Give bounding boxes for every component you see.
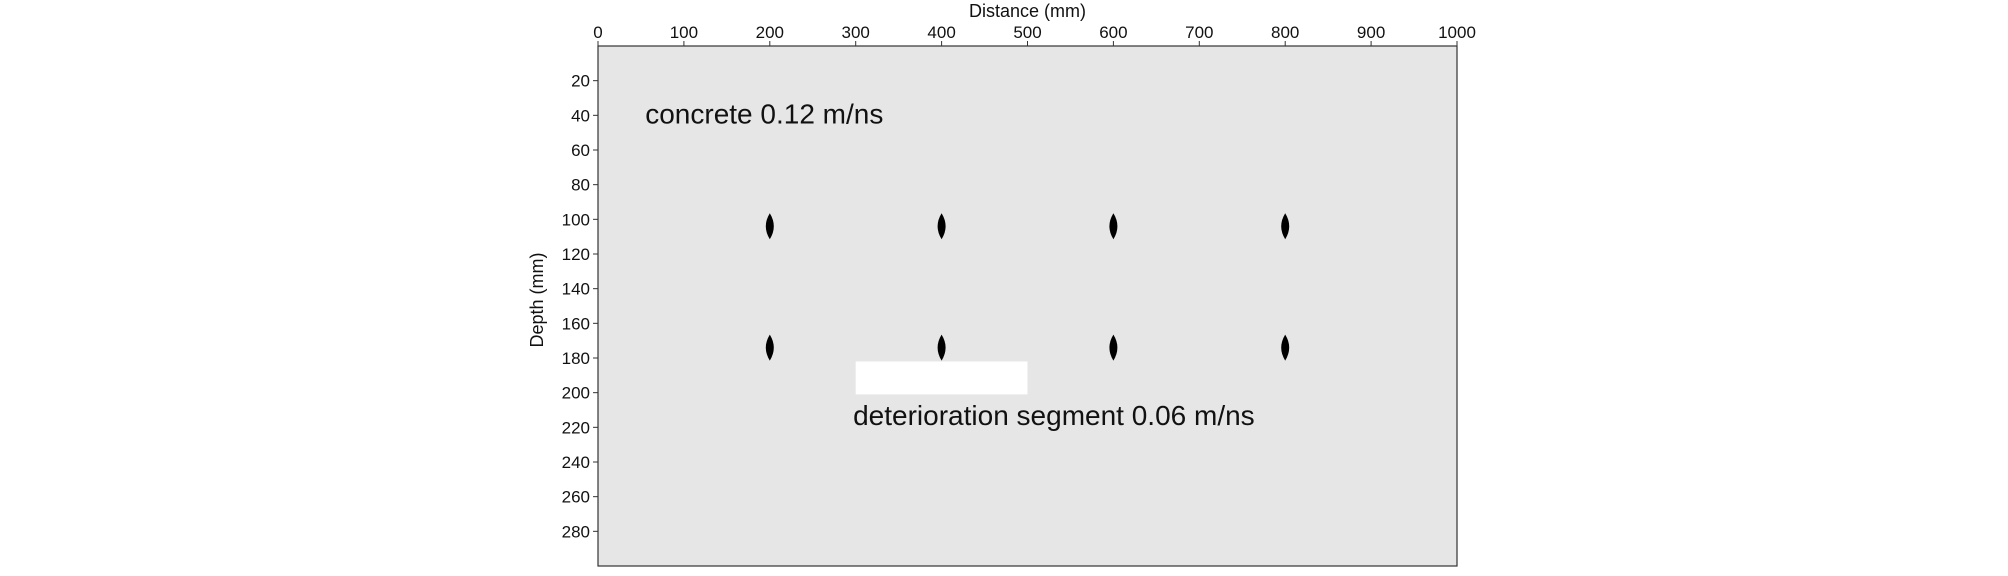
plot-area: [597, 45, 1458, 567]
annotation-label: concrete 0.12 m/ns: [645, 99, 883, 130]
data-point: [937, 213, 946, 240]
data-point: [1109, 213, 1118, 240]
y-tick-label: 40: [571, 106, 590, 125]
data-point: [765, 213, 774, 240]
x-axis-title: Distance (mm): [969, 1, 1086, 21]
y-axis-title: Depth (mm): [527, 252, 547, 347]
y-tick-label: 160: [562, 314, 590, 333]
y-tick-label: 80: [571, 176, 590, 195]
x-tick-label: 0: [593, 23, 602, 42]
y-tick-label: 240: [562, 453, 590, 472]
x-tick-label: 900: [1357, 23, 1385, 42]
y-tick-label: 180: [562, 349, 590, 368]
data-points: [765, 213, 1290, 361]
data-point: [937, 334, 946, 361]
y-tick-label: 220: [562, 418, 590, 437]
x-tick-label: 500: [1013, 23, 1041, 42]
y-tick-label: 60: [571, 141, 590, 160]
deterioration-region: [855, 361, 1028, 395]
data-point: [1281, 213, 1290, 240]
regions: [855, 361, 1028, 395]
y-tick-label: 140: [562, 280, 590, 299]
y-tick-label: 100: [562, 210, 590, 229]
x-tick-label: 100: [670, 23, 698, 42]
y-tick-label: 200: [562, 384, 590, 403]
data-point: [1109, 334, 1118, 361]
y-tick-label: 120: [562, 245, 590, 264]
x-tick-label: 600: [1099, 23, 1127, 42]
x-axis: 0 100 200 300 400 500 600 700 800 900 1000: [593, 23, 1476, 47]
data-point: [1281, 334, 1290, 361]
x-tick-label: 700: [1185, 23, 1213, 42]
x-tick-label: 300: [842, 23, 870, 42]
y-tick-label: 260: [562, 488, 590, 507]
y-axis: 20 40 60 80 100 120 140 160 180 200 220 240 260 280: [562, 46, 599, 566]
x-tick-label: 1000: [1438, 23, 1476, 42]
data-point: [765, 334, 774, 361]
x-tick-label: 800: [1271, 23, 1299, 42]
annotation-label: deterioration segment 0.06 m/ns: [853, 400, 1255, 431]
x-tick-label: 200: [756, 23, 784, 42]
x-tick-label: 400: [927, 23, 955, 42]
y-tick-label: 280: [562, 522, 590, 541]
annotations: concrete 0.12 m/ns deterioration segment …: [645, 99, 1254, 432]
y-tick-label: 20: [571, 72, 590, 91]
